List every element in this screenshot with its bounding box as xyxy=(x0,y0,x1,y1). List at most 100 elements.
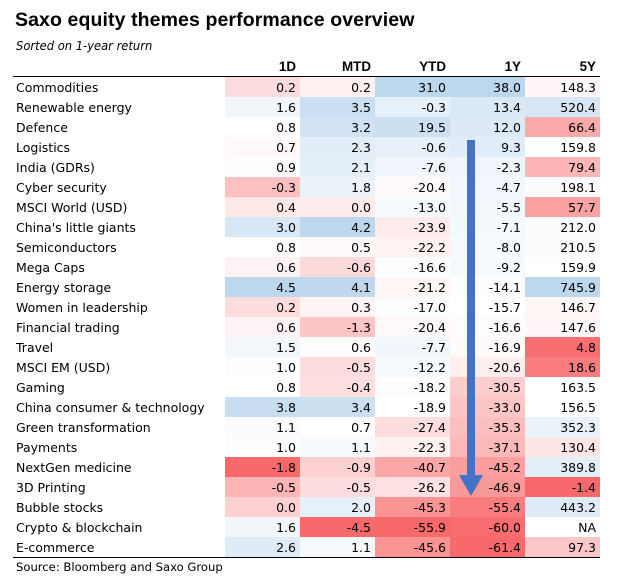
cell-1y: -20.6 xyxy=(450,357,525,377)
cell-ytd: -21.2 xyxy=(375,277,450,297)
header-1d: 1D xyxy=(225,57,300,77)
cell-5y: 520.4 xyxy=(525,97,600,117)
cell-1y: -16.9 xyxy=(450,337,525,357)
cell-ytd: -0.3 xyxy=(375,97,450,117)
cell-5y: 443.2 xyxy=(525,497,600,517)
cell-mtd: -1.3 xyxy=(300,317,375,337)
cell-1y: -60.0 xyxy=(450,517,525,537)
cell-mtd: 1.1 xyxy=(300,537,375,558)
table-row: China consumer & technology 3.8 3.4 -18.9 -3… xyxy=(13,397,600,417)
cell-mtd: 3.2 xyxy=(300,117,375,137)
cell-1y: -46.9 xyxy=(450,477,525,497)
cell-ytd: -20.4 xyxy=(375,177,450,197)
cell-1d: 0.8 xyxy=(225,237,300,257)
cell-1d: 0.8 xyxy=(225,377,300,397)
cell-5y: 18.6 xyxy=(525,357,600,377)
table-row: Mega Caps 0.6 -0.6 -16.6 -9.2 159.9 xyxy=(13,257,600,277)
cell-1d: 0.4 xyxy=(225,197,300,217)
cell-ytd: -45.3 xyxy=(375,497,450,517)
cell-mtd: 1.8 xyxy=(300,177,375,197)
table-row: Women in leadership 0.2 0.3 -17.0 -15.7 146.7 xyxy=(13,297,600,317)
cell-5y: 352.3 xyxy=(525,417,600,437)
cell-1d: -1.8 xyxy=(225,457,300,477)
theme-label: Payments xyxy=(16,439,78,455)
table-row: Defence 0.8 3.2 19.5 12.0 66.4 xyxy=(13,117,600,137)
table-row: NextGen medicine -1.8 -0.9 -40.7 -45.2 389.8 xyxy=(13,457,600,477)
cell-mtd: 2.3 xyxy=(300,137,375,157)
cell-1y: -14.1 xyxy=(450,277,525,297)
header-mtd: MTD xyxy=(300,57,375,77)
table-row: Gaming 0.8 -0.4 -18.2 -30.5 163.5 xyxy=(13,377,600,397)
cell-1y: -8.0 xyxy=(450,237,525,257)
theme-label: Crypto & blockchain xyxy=(16,519,143,535)
cell-mtd: 0.2 xyxy=(300,76,375,97)
cell-mtd: 0.3 xyxy=(300,297,375,317)
cell-5y: 97.3 xyxy=(525,537,600,558)
cell-ytd: -55.9 xyxy=(375,517,450,537)
cell-mtd: 3.4 xyxy=(300,397,375,417)
cell-mtd: 4.2 xyxy=(300,217,375,237)
cell-5y: 148.3 xyxy=(525,76,600,97)
cell-mtd: 3.5 xyxy=(300,97,375,117)
theme-label: Commodities xyxy=(16,79,99,95)
table-row: Renewable energy 1.6 3.5 -0.3 13.4 520.4 xyxy=(13,97,600,117)
cell-5y: 4.8 xyxy=(525,337,600,357)
cell-5y: 159.9 xyxy=(525,257,600,277)
cell-5y: 156.5 xyxy=(525,397,600,417)
cell-1y: 9.3 xyxy=(450,137,525,157)
cell-1d: 1.0 xyxy=(225,437,300,457)
table-row: India (GDRs) 0.9 2.1 -7.6 -2.3 79.4 xyxy=(13,157,600,177)
header-1y: 1Y xyxy=(450,57,525,77)
theme-label: 3D Printing xyxy=(16,479,86,495)
cell-ytd: -7.7 xyxy=(375,337,450,357)
table-row: E-commerce 2.6 1.1 -45.6 -61.4 97.3 xyxy=(13,537,600,558)
cell-mtd: 4.1 xyxy=(300,277,375,297)
table-row: Payments 1.0 1.1 -22.3 -37.1 130.4 xyxy=(13,437,600,457)
cell-mtd: -0.6 xyxy=(300,257,375,277)
table-row: Commodities 0.2 0.2 31.0 38.0 148.3 xyxy=(13,76,600,97)
cell-ytd: -26.2 xyxy=(375,477,450,497)
header-row: 1D MTD YTD 1Y 5Y xyxy=(13,57,600,77)
theme-label: Energy storage xyxy=(16,279,112,295)
theme-label: Green transformation xyxy=(16,419,151,435)
table-row: Green transformation 1.1 0.7 -27.4 -35.3 352.… xyxy=(13,417,600,437)
table-row: MSCI EM (USD) 1.0 -0.5 -12.2 -20.6 18.6 xyxy=(13,357,600,377)
cell-1y: -55.4 xyxy=(450,497,525,517)
header-5y: 5Y xyxy=(525,57,600,77)
cell-ytd: -7.6 xyxy=(375,157,450,177)
theme-label: Logistics xyxy=(16,139,71,155)
cell-1d: -0.5 xyxy=(225,477,300,497)
cell-1d: 0.2 xyxy=(225,76,300,97)
theme-label: Women in leadership xyxy=(16,299,148,315)
table-row: Crypto & blockchain 1.6 -4.5 -55.9 -60.0 NA xyxy=(13,517,600,537)
theme-label: Mega Caps xyxy=(16,259,85,275)
cell-ytd: -17.0 xyxy=(375,297,450,317)
table-row: Bubble stocks 0.0 2.0 -45.3 -55.4 443.2 xyxy=(13,497,600,517)
cell-1d: 0.9 xyxy=(225,157,300,177)
theme-label: Bubble stocks xyxy=(16,499,104,515)
subtitle: Sorted on 1-year return xyxy=(16,38,153,53)
page-title: Saxo equity themes performance overview xyxy=(15,9,415,31)
cell-1d: 1.6 xyxy=(225,97,300,117)
table-row: Cyber security -0.3 1.8 -20.4 -4.7 198.1 xyxy=(13,177,600,197)
cell-1y: -9.2 xyxy=(450,257,525,277)
cell-mtd: 2.0 xyxy=(300,497,375,517)
theme-label: MSCI World (USD) xyxy=(16,199,128,215)
cell-1y: -37.1 xyxy=(450,437,525,457)
header-ytd: YTD xyxy=(375,57,450,77)
cell-5y: 163.5 xyxy=(525,377,600,397)
theme-label: China's little giants xyxy=(16,219,136,235)
theme-label: MSCI EM (USD) xyxy=(16,359,111,375)
cell-1y: -45.2 xyxy=(450,457,525,477)
cell-ytd: -27.4 xyxy=(375,417,450,437)
cell-5y: 130.4 xyxy=(525,437,600,457)
cell-1y: -16.6 xyxy=(450,317,525,337)
cell-1d: 0.0 xyxy=(225,497,300,517)
cell-ytd: -40.7 xyxy=(375,457,450,477)
cell-1y: -7.1 xyxy=(450,217,525,237)
cell-5y: 146.7 xyxy=(525,297,600,317)
cell-1d: 0.8 xyxy=(225,117,300,137)
theme-label: Cyber security xyxy=(16,179,107,195)
cell-1d: 4.5 xyxy=(225,277,300,297)
theme-label: Financial trading xyxy=(16,319,120,335)
